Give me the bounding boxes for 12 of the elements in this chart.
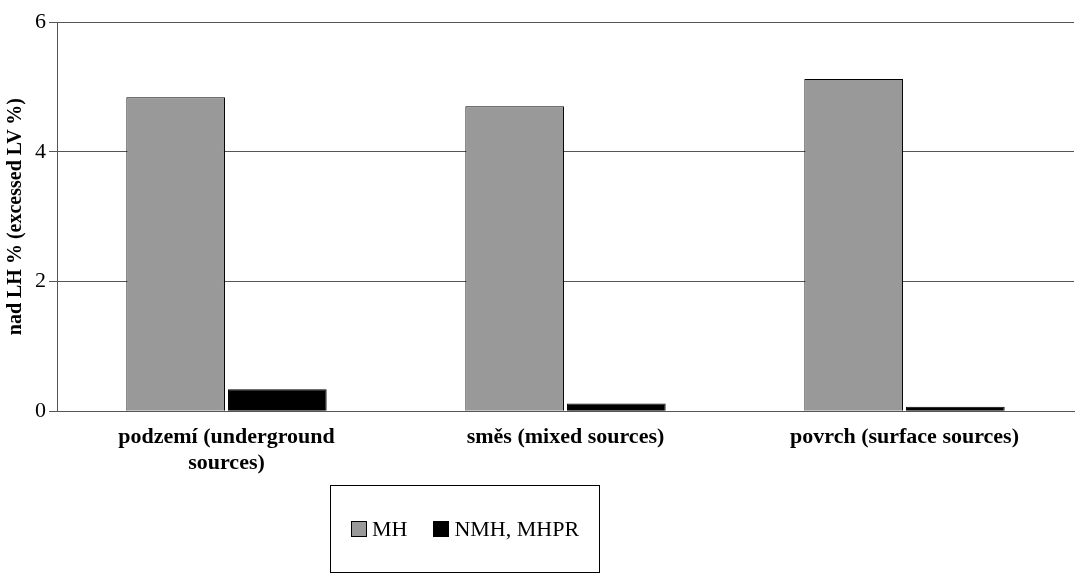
x-tick-label: povrch (surface sources): [790, 423, 1019, 449]
y-axis-title: nad LH % (excessed LV %): [3, 97, 27, 336]
y-tick-label: 4: [35, 137, 46, 163]
legend-label: NMH, MHPR: [454, 516, 580, 542]
x-tick-label: směs (mixed sources): [466, 423, 665, 449]
bar: [228, 389, 327, 411]
legend-label: MH: [371, 516, 408, 542]
y-tick-label: 6: [35, 7, 46, 33]
y-tick-label: 2: [35, 267, 46, 293]
y-tick-label: 0: [35, 396, 46, 422]
x-tick-label: podzemí (underground sources): [118, 423, 335, 475]
bar: [567, 403, 666, 411]
